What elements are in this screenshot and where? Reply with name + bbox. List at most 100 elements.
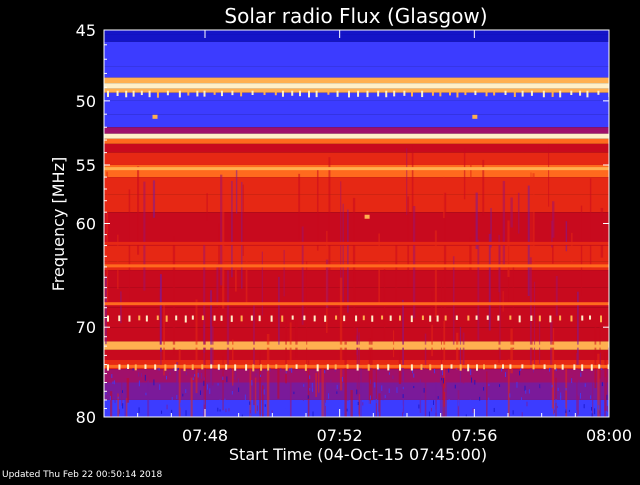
noise-speckle xyxy=(402,386,404,390)
interference-tick xyxy=(362,315,365,321)
noise-speckle xyxy=(244,394,246,401)
noise-speckle xyxy=(392,375,394,380)
noise-speckle xyxy=(472,408,474,413)
x-tick-label: 08:00 xyxy=(586,426,632,445)
frequency-band xyxy=(104,92,609,101)
interference-tick xyxy=(590,364,593,371)
noise-speckle xyxy=(194,374,196,377)
emission-spot xyxy=(472,114,478,119)
noise-speckle xyxy=(501,367,503,372)
noise-speckle xyxy=(504,372,506,378)
noise-speckle xyxy=(346,408,348,412)
noise-speckle xyxy=(432,383,434,386)
interference-tick xyxy=(459,364,462,371)
noise-speckle xyxy=(375,398,377,404)
time-streak xyxy=(306,261,308,373)
noise-speckle xyxy=(362,402,364,406)
time-streak xyxy=(502,291,504,312)
time-streak xyxy=(124,387,127,417)
interference-tick xyxy=(118,315,121,322)
time-streak xyxy=(475,192,478,249)
interference-tick xyxy=(598,364,601,369)
noise-speckle xyxy=(565,409,567,414)
interference-tick xyxy=(389,315,392,321)
noise-speckle xyxy=(307,395,309,399)
time-streak xyxy=(604,377,607,417)
noise-speckle xyxy=(293,391,295,395)
y-tick-label: 80 xyxy=(76,408,96,427)
noise-speckle xyxy=(551,384,553,388)
noise-speckle xyxy=(272,391,274,398)
interference-tick xyxy=(274,90,277,96)
noise-speckle xyxy=(314,379,316,385)
time-streak xyxy=(439,367,443,417)
noise-speckle xyxy=(520,397,522,403)
noise-speckle xyxy=(479,396,481,401)
noise-speckle xyxy=(209,415,211,417)
interference-tick xyxy=(355,315,358,322)
noise-speckle xyxy=(222,376,224,381)
time-streak xyxy=(204,331,206,417)
frequency-band xyxy=(104,88,609,93)
noise-speckle xyxy=(206,384,208,390)
interference-tick xyxy=(245,364,248,371)
time-streak xyxy=(278,276,280,346)
time-streak xyxy=(216,264,219,306)
time-streak xyxy=(552,201,555,238)
interference-tick xyxy=(251,90,254,96)
noise-speckle xyxy=(591,413,593,417)
time-streak xyxy=(392,330,395,358)
noise-speckle xyxy=(557,387,559,391)
noise-speckle xyxy=(235,371,237,377)
interference-tick xyxy=(366,90,369,98)
time-streak xyxy=(565,364,568,417)
frequency-band xyxy=(104,143,609,153)
time-streak xyxy=(253,305,255,406)
time-streak xyxy=(512,266,515,350)
interference-tick xyxy=(581,364,584,371)
emission-line xyxy=(104,364,609,368)
time-streak xyxy=(600,207,604,258)
time-streak xyxy=(120,291,122,324)
noise-speckle xyxy=(378,411,380,417)
time-streak xyxy=(552,241,554,264)
noise-speckle xyxy=(249,410,251,414)
noise-speckle xyxy=(112,381,114,384)
noise-speckle xyxy=(520,368,522,371)
interference-tick xyxy=(234,364,237,371)
interference-tick xyxy=(377,90,380,97)
noise-speckle xyxy=(120,413,122,417)
time-streak xyxy=(530,172,532,251)
noise-speckle xyxy=(583,404,585,409)
time-streak xyxy=(444,380,447,417)
noise-speckle xyxy=(516,381,518,388)
frequency-band xyxy=(104,270,609,288)
interference-tick xyxy=(291,90,294,96)
noise-speckle xyxy=(165,375,167,380)
time-streak xyxy=(220,174,223,286)
interference-tick xyxy=(327,90,330,95)
emission-line xyxy=(104,84,609,88)
noise-speckle xyxy=(171,409,173,415)
noise-speckle xyxy=(378,409,380,413)
noise-speckle xyxy=(368,400,370,405)
noise-speckle xyxy=(204,377,206,380)
time-streak xyxy=(553,327,555,415)
noise-speckle xyxy=(330,379,332,382)
noise-speckle xyxy=(502,403,504,410)
time-streak xyxy=(321,360,324,417)
interference-tick xyxy=(436,315,439,322)
time-streak xyxy=(607,346,609,392)
noise-speckle xyxy=(118,409,120,414)
noise-speckle xyxy=(217,383,219,386)
interference-tick xyxy=(187,90,190,96)
interference-tick xyxy=(444,315,447,321)
noise-speckle xyxy=(324,370,326,374)
noise-speckle xyxy=(455,366,457,370)
interference-tick xyxy=(184,315,187,323)
interference-tick xyxy=(303,315,306,321)
time-streak xyxy=(163,304,165,376)
emission-spot xyxy=(364,214,370,219)
time-streak xyxy=(347,209,349,313)
noise-speckle xyxy=(161,410,163,414)
